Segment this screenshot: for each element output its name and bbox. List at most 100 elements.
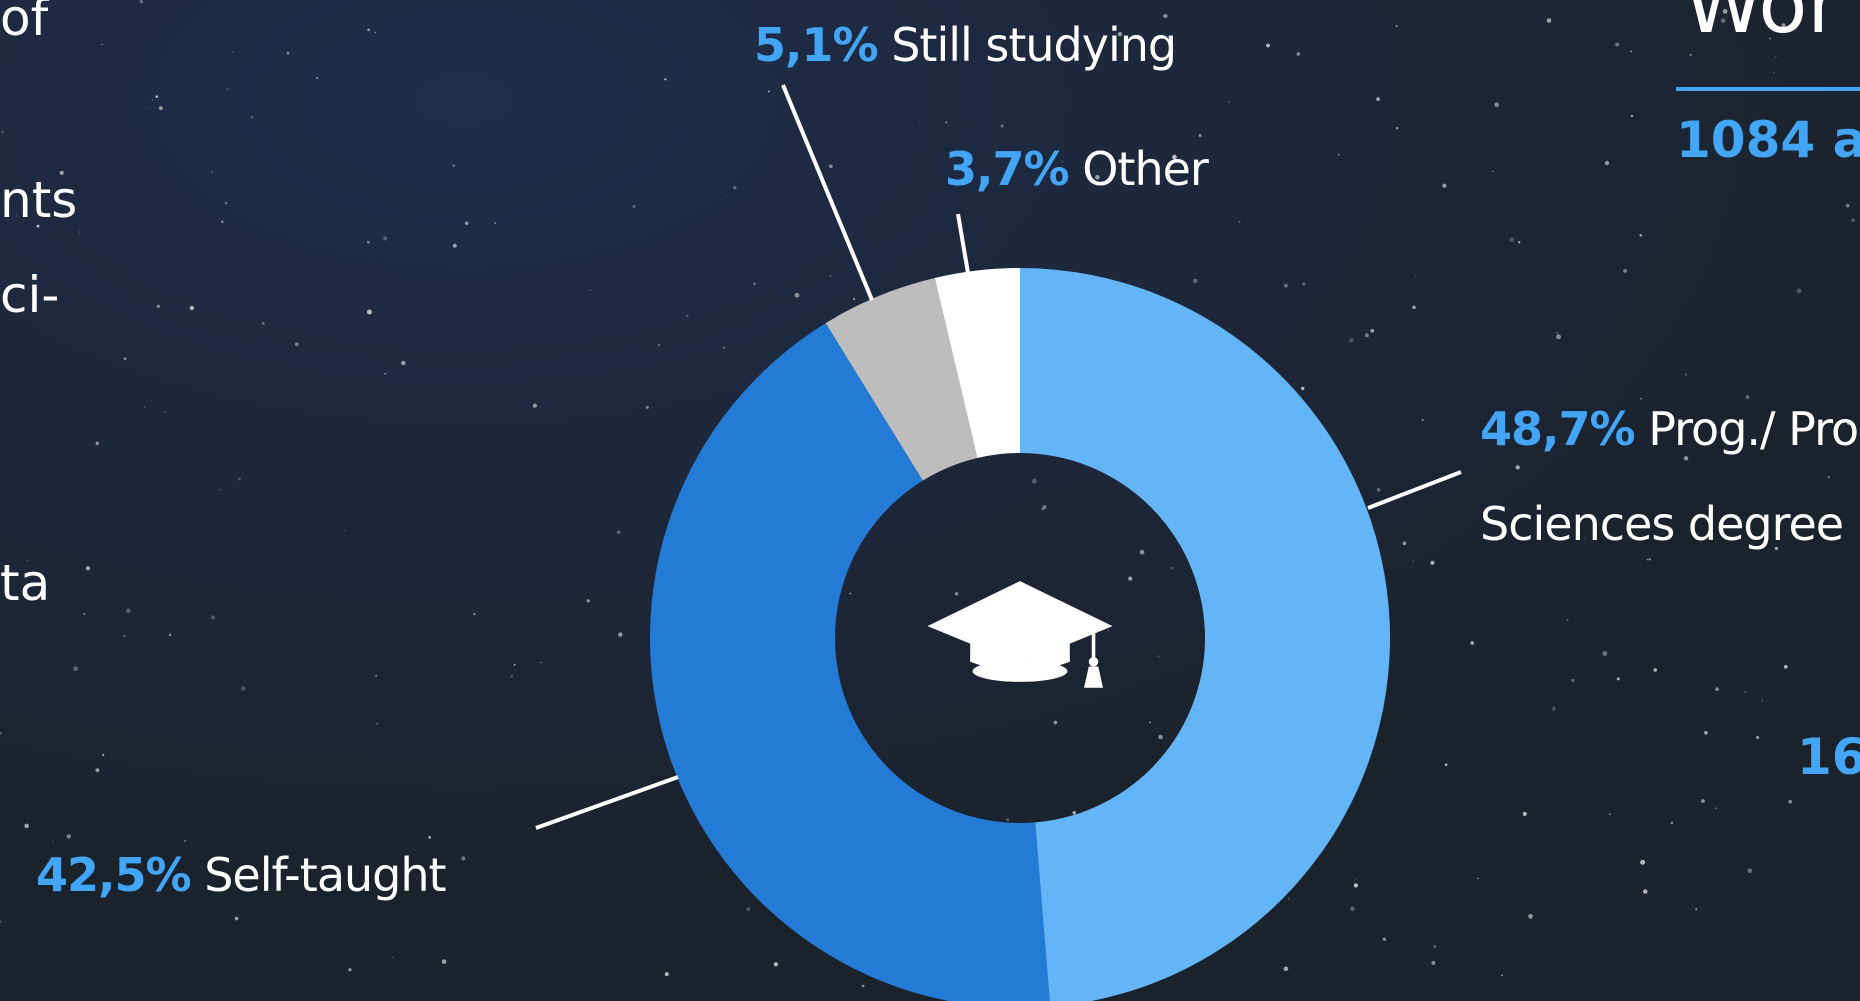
star (1415, 275, 1417, 277)
star (374, 31, 377, 34)
star (1695, 907, 1698, 911)
star (1442, 183, 1447, 188)
star (1515, 465, 1520, 470)
star (632, 204, 636, 209)
star (1747, 868, 1753, 874)
star (155, 95, 159, 99)
star (1283, 283, 1288, 288)
star (1684, 373, 1688, 376)
star (1376, 487, 1381, 492)
star (1646, 558, 1649, 561)
star (452, 243, 457, 248)
slice-label: 48,7% Prog./ Prog. Sciences degree (1480, 382, 1860, 572)
star (473, 612, 476, 616)
star (383, 236, 388, 241)
star (1774, 546, 1779, 551)
star (1643, 889, 1648, 894)
star (123, 357, 127, 361)
star (1783, 664, 1788, 669)
star (1845, 203, 1850, 208)
star (1501, 974, 1504, 977)
star (1640, 859, 1646, 865)
star (1670, 821, 1674, 825)
star (101, 43, 103, 46)
star (686, 314, 689, 317)
star (1494, 102, 1500, 108)
star (1031, 478, 1037, 484)
star (1639, 397, 1642, 400)
star (1629, 50, 1632, 53)
star (1382, 937, 1387, 941)
star (1851, 218, 1855, 222)
star (1433, 945, 1437, 949)
star (51, 840, 54, 843)
category-label: Other (1082, 142, 1209, 196)
star (0, 920, 2, 923)
star (1477, 877, 1479, 880)
edge-text: ta (0, 554, 51, 612)
star (156, 304, 161, 309)
star (1431, 961, 1436, 965)
star (1796, 288, 1802, 294)
star (1683, 456, 1689, 461)
star (1376, 97, 1380, 101)
star (532, 403, 537, 408)
star (1095, 174, 1100, 180)
star (1761, 699, 1763, 702)
star (1349, 338, 1354, 343)
star (1788, 799, 1792, 804)
edge-text: nts (0, 171, 78, 229)
star (1266, 43, 1270, 48)
star (16, 215, 18, 217)
star (510, 675, 514, 678)
star (101, 753, 105, 757)
star (441, 959, 447, 965)
star (513, 664, 516, 666)
star (1602, 651, 1608, 656)
star (1714, 807, 1717, 809)
star (95, 768, 100, 773)
star (1364, 333, 1369, 338)
star (1053, 720, 1058, 725)
star (733, 186, 737, 190)
star (316, 77, 319, 80)
star (1296, 52, 1301, 56)
donut-slice (650, 323, 1050, 1001)
star (1639, 234, 1642, 237)
star (722, 346, 726, 349)
star (66, 834, 72, 839)
star (1653, 668, 1658, 672)
star (428, 836, 432, 839)
star (1395, 24, 1398, 28)
star (348, 968, 352, 972)
star (1107, 630, 1109, 632)
star (1701, 799, 1705, 803)
star (1630, 114, 1634, 118)
star (1722, 8, 1728, 14)
star (1346, 898, 1348, 900)
star (1170, 566, 1174, 570)
star (1041, 507, 1045, 511)
star (1, 130, 4, 134)
star (36, 224, 40, 228)
star (464, 221, 469, 226)
star (829, 275, 832, 277)
star (1128, 576, 1133, 581)
star (1608, 813, 1611, 816)
star (143, 406, 146, 409)
star (1648, 558, 1651, 561)
edge-heading: Wor (1684, 0, 1841, 51)
star (85, 566, 90, 571)
star (1353, 883, 1359, 888)
star (126, 608, 131, 614)
edge-value: 16, (1797, 728, 1860, 786)
star (794, 292, 800, 298)
star (122, 634, 126, 638)
star (616, 530, 621, 534)
star (232, 51, 234, 53)
donut-slice (934, 268, 1020, 458)
star (1623, 268, 1627, 273)
leader-line (535, 775, 679, 830)
star (664, 972, 669, 977)
